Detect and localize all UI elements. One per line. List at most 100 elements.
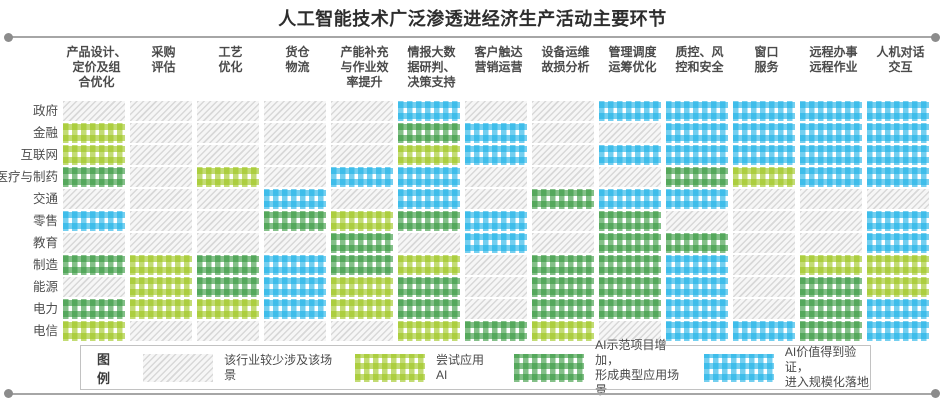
column-header: 设备运维 故损分析 (541, 45, 590, 74)
row-label: 医疗与制药 (0, 170, 58, 184)
grid-cell (532, 145, 594, 165)
grid-cell (465, 255, 527, 275)
grid-cell (867, 277, 929, 297)
grid-cell (331, 167, 393, 187)
grid-cell (264, 233, 326, 253)
table-row: 政府 (0, 101, 945, 123)
grid-cell (465, 277, 527, 297)
grid-cell (398, 167, 460, 187)
grid-cell (63, 167, 125, 187)
grid-cell (331, 123, 393, 143)
grid-cell (800, 123, 862, 143)
column-header: 客户触达 营销运营 (474, 45, 523, 74)
grid-cell (599, 101, 661, 121)
grid-cell (130, 321, 192, 341)
grid-cell (197, 211, 259, 231)
row-label: 制造 (32, 258, 58, 272)
grid-cell (197, 321, 259, 341)
grid-cell (264, 299, 326, 319)
legend-label-none: 该行业较少涉及该场景 (224, 352, 333, 382)
grid-cell (867, 321, 929, 341)
legend-swatch-none (143, 353, 214, 382)
grid-cell (465, 189, 527, 209)
grid-cell (63, 277, 125, 297)
grid-cell (398, 233, 460, 253)
grid-cell (63, 299, 125, 319)
grid-cell (800, 255, 862, 275)
row-label: 互联网 (20, 148, 58, 162)
grid-cell (63, 321, 125, 341)
column-headers: 产品设计、 定价及组 合优化 采购 评估 工艺 优化 货仓 物流 产能补充 与作业效 率… (0, 45, 945, 99)
legend-title: 图例 (97, 351, 111, 386)
grid-cell (666, 123, 728, 143)
grid-cell (733, 299, 795, 319)
grid-cell (733, 123, 795, 143)
grid-cell (398, 299, 460, 319)
grid-cell (532, 321, 594, 341)
bottom-divider-line (9, 393, 936, 395)
grid-cell (130, 255, 192, 275)
column-header: 质控、风 控和安全 (675, 45, 724, 74)
grid-cell (733, 233, 795, 253)
grid-cell (331, 277, 393, 297)
grid-cell (465, 299, 527, 319)
grid-cell (666, 277, 728, 297)
grid-cell (331, 101, 393, 121)
grid-cell (800, 299, 862, 319)
grid-cell (331, 211, 393, 231)
grid-cell (867, 145, 929, 165)
grid-cell (532, 255, 594, 275)
grid-cell (800, 145, 862, 165)
row-label: 金融 (32, 126, 58, 140)
column-header: 采购 评估 (151, 45, 176, 74)
grid-cell (331, 145, 393, 165)
column-header: 远程办事 远程作业 (809, 45, 858, 74)
grid-cell (331, 255, 393, 275)
grid-cell (666, 211, 728, 231)
grid-cell (264, 123, 326, 143)
grid-cell (465, 211, 527, 231)
grid-cell (867, 167, 929, 187)
legend-swatch-trial (355, 353, 426, 382)
legend-swatch-scale (703, 353, 774, 382)
grid-cell (398, 255, 460, 275)
grid-cell (398, 189, 460, 209)
grid-cell (197, 145, 259, 165)
grid-cell (465, 101, 527, 121)
grid-cell (800, 101, 862, 121)
grid-cell (63, 211, 125, 231)
grid-cell (197, 299, 259, 319)
grid-cell (331, 233, 393, 253)
table-row: 教育 (0, 233, 945, 255)
grid-cell (599, 145, 661, 165)
grid-cell (331, 189, 393, 209)
grid-cell (800, 167, 862, 187)
grid-cell (599, 211, 661, 231)
grid-cell (532, 211, 594, 231)
grid-cell (398, 321, 460, 341)
grid-cell (867, 233, 929, 253)
grid-cell (130, 145, 192, 165)
legend-label-demo: AI示范项目增加， 形成典型应用场景 (595, 337, 680, 397)
grid-cell (63, 145, 125, 165)
grid-cell (532, 299, 594, 319)
grid-cell (733, 277, 795, 297)
grid-cell (599, 123, 661, 143)
grid-cell (867, 189, 929, 209)
grid-cell (733, 189, 795, 209)
grid-cell (532, 123, 594, 143)
legend-swatch-demo (514, 353, 585, 382)
grid-cell (666, 299, 728, 319)
grid-cell (130, 211, 192, 231)
grid-cell (197, 277, 259, 297)
top-line-right-dot (931, 33, 940, 42)
grid-cell (130, 101, 192, 121)
grid-cell (800, 277, 862, 297)
column-header: 情报大数 据研判、 决策支持 (407, 45, 456, 89)
top-divider-line (9, 36, 936, 38)
grid-cell (130, 189, 192, 209)
table-row: 电信 (0, 321, 945, 343)
grid-cell (599, 277, 661, 297)
table-row: 交通 (0, 189, 945, 211)
grid-cell (63, 233, 125, 253)
